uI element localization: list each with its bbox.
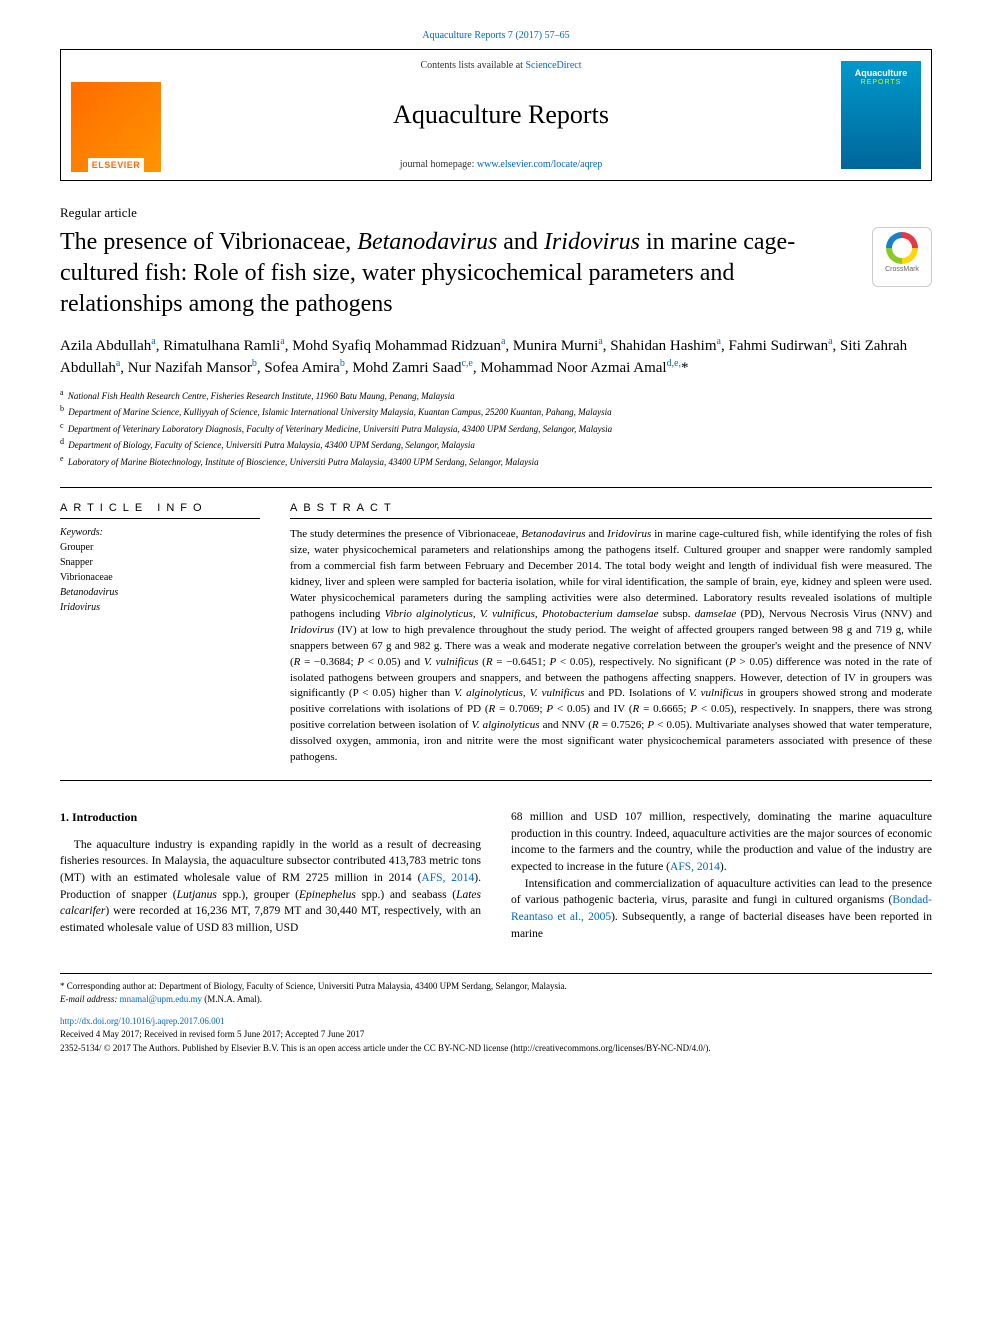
article-info-column: ARTICLE INFO Keywords: GrouperSnapperVib…	[60, 488, 260, 766]
journal-cover-icon: Aquaculture REPORTS	[841, 61, 921, 169]
received-line: Received 4 May 2017; Received in revised…	[60, 1028, 932, 1042]
doi-link[interactable]: http://dx.doi.org/10.1016/j.aqrep.2017.0…	[60, 1015, 932, 1029]
banner-center: Contents lists available at ScienceDirec…	[171, 50, 831, 180]
affiliations-list: a National Fish Health Research Centre, …	[60, 387, 932, 470]
page-container: Aquaculture Reports 7 (2017) 57–65 ELSEV…	[0, 0, 992, 1095]
abstract-column: ABSTRACT The study determines the presen…	[290, 488, 932, 766]
homepage-link[interactable]: www.elsevier.com/locate/aqrep	[477, 159, 602, 170]
authors-list: Azila Abdullaha, Rimatulhana Ramlia, Moh…	[60, 335, 932, 379]
body-right-column: 68 million and USD 107 million, respecti…	[511, 809, 932, 942]
email-link[interactable]: mnamal@upm.edu.my	[120, 994, 202, 1004]
article-type: Regular article	[60, 205, 932, 221]
body-columns: 1. Introduction The aquaculture industry…	[60, 809, 932, 942]
divider	[60, 780, 932, 781]
keywords-label: Keywords:	[60, 527, 260, 538]
article-info-heading: ARTICLE INFO	[60, 502, 260, 514]
keywords-list: GrouperSnapperVibrionaceaeBetanodavirusI…	[60, 540, 260, 615]
journal-name: Aquaculture Reports	[393, 100, 609, 130]
crossmark-label: CrossMark	[885, 266, 919, 273]
citation-header: Aquaculture Reports 7 (2017) 57–65	[60, 30, 932, 41]
contents-lists: Contents lists available at ScienceDirec…	[420, 60, 581, 71]
body-left-column: 1. Introduction The aquaculture industry…	[60, 809, 481, 942]
sciencedirect-link[interactable]: ScienceDirect	[525, 60, 581, 71]
body-right-text: 68 million and USD 107 million, respecti…	[511, 809, 932, 942]
corresponding-text: Department of Biology, Faculty of Scienc…	[159, 981, 567, 991]
info-abstract-row: ARTICLE INFO Keywords: GrouperSnapperVib…	[60, 488, 932, 766]
email-line: E-mail address: mnamal@upm.edu.my (M.N.A…	[60, 993, 932, 1007]
abstract-text: The study determines the presence of Vib…	[290, 527, 932, 766]
email-label: E-mail address:	[60, 994, 120, 1004]
section-heading: 1. Introduction	[60, 809, 481, 826]
license-line: 2352-5134/ © 2017 The Authors. Published…	[60, 1042, 932, 1056]
elsevier-logo: ELSEVIER	[71, 82, 161, 172]
banner-left: ELSEVIER	[61, 50, 171, 180]
cover-title: Aquaculture	[855, 69, 908, 79]
contents-prefix: Contents lists available at	[420, 60, 525, 71]
crossmark-badge[interactable]: CrossMark	[872, 227, 932, 287]
banner-right: Aquaculture REPORTS	[831, 50, 931, 180]
email-suffix: (M.N.A. Amal).	[202, 994, 262, 1004]
cover-subtitle: REPORTS	[861, 79, 902, 86]
abstract-heading: ABSTRACT	[290, 502, 932, 514]
corresponding-author: * Corresponding author at: Department of…	[60, 980, 932, 994]
corresponding-prefix: * Corresponding author at:	[60, 981, 159, 991]
journal-homepage: journal homepage: www.elsevier.com/locat…	[400, 159, 603, 170]
info-divider	[60, 518, 260, 519]
footer-block: * Corresponding author at: Department of…	[60, 973, 932, 1056]
title-row: The presence of Vibrionaceae, Betanodavi…	[60, 227, 932, 335]
body-left-text: The aquaculture industry is expanding ra…	[60, 837, 481, 937]
elsevier-logo-text: ELSEVIER	[88, 158, 145, 172]
journal-banner: ELSEVIER Contents lists available at Sci…	[60, 49, 932, 181]
abstract-divider	[290, 518, 932, 519]
article-title: The presence of Vibrionaceae, Betanodavi…	[60, 227, 852, 321]
crossmark-icon	[886, 232, 918, 264]
homepage-prefix: journal homepage:	[400, 159, 477, 170]
